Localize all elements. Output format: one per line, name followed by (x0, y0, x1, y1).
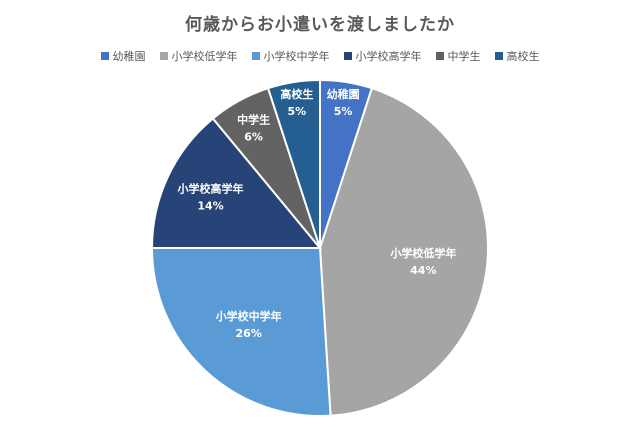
pie-slice (150, 117, 323, 249)
legend-item: 小学校低学年 (159, 48, 238, 64)
legend-swatch (251, 52, 260, 60)
slice-value-label: 6% (244, 130, 263, 143)
slice-value-label: 26% (236, 327, 262, 340)
legend-item: 小学校高学年 (343, 48, 422, 64)
legend-item: 中学生 (435, 48, 481, 64)
slice-value-label: 44% (410, 264, 436, 277)
legend-swatch (343, 52, 352, 60)
slice-value-label: 5% (288, 105, 307, 118)
slice-value-label: 5% (334, 105, 353, 118)
legend-label: 幼稚園 (112, 50, 146, 63)
legend-item: 高校生 (494, 48, 540, 64)
slice-category-label: 小学校中学年 (215, 309, 282, 323)
slice-category-label: 小学校高学年 (177, 181, 244, 195)
slice-category-label: 幼稚園 (327, 87, 360, 101)
legend-item: 小学校中学年 (251, 48, 330, 64)
legend-swatch (435, 52, 444, 60)
slice-category-label: 小学校低学年 (389, 246, 456, 260)
legend-swatch (494, 52, 503, 60)
legend-label: 小学校中学年 (263, 50, 330, 63)
slice-category-label: 中学生 (237, 112, 270, 126)
pie-slice (266, 78, 321, 249)
slice-category-label: 高校生 (280, 87, 313, 101)
legend-item: 幼稚園 (100, 48, 146, 64)
slice-value-label: 14% (197, 199, 223, 212)
legend-label: 小学校低学年 (171, 50, 238, 63)
pie-slice (318, 86, 489, 417)
legend-swatch (100, 52, 109, 60)
legend-label: 小学校高学年 (355, 50, 422, 63)
pie-slice (150, 247, 332, 417)
chart-legend: 幼稚園 小学校低学年 小学校中学年 小学校高学年 中学生 高校生 (0, 48, 640, 64)
legend-swatch (159, 52, 168, 60)
legend-label: 高校生 (506, 50, 540, 63)
legend-label: 中学生 (447, 50, 481, 63)
chart-title: 何歳からお小遣いを渡しましたか (185, 15, 455, 35)
